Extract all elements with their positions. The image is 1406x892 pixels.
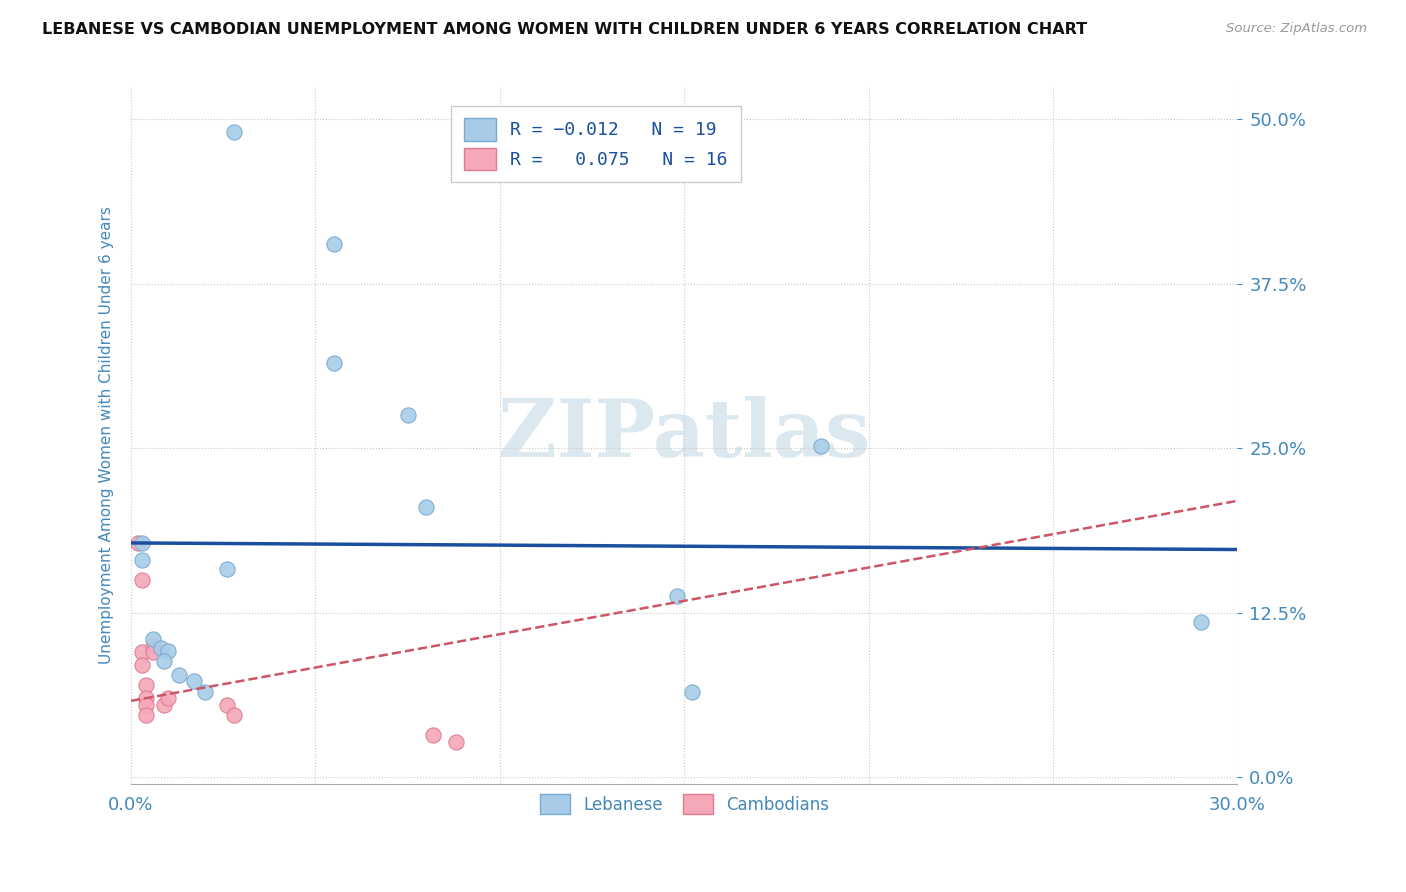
Point [215, 562, 238, 576]
Point [127, 536, 149, 550]
Legend: Lebanese, Cambodians: Lebanese, Cambodians [530, 784, 839, 824]
Point [396, 409, 419, 423]
Point [215, 698, 238, 712]
Point [153, 654, 176, 668]
Y-axis label: Unemployment Among Women with Children Under 6 years: Unemployment Among Women with Children U… [100, 206, 114, 664]
Point [681, 684, 703, 698]
Point [142, 645, 165, 659]
Text: Source: ZipAtlas.com: Source: ZipAtlas.com [1226, 22, 1367, 36]
Point [135, 708, 157, 723]
Point [131, 573, 153, 587]
Text: LEBANESE VS CAMBODIAN UNEMPLOYMENT AMONG WOMEN WITH CHILDREN UNDER 6 YEARS CORRE: LEBANESE VS CAMBODIAN UNEMPLOYMENT AMONG… [42, 22, 1087, 37]
Point [131, 536, 153, 550]
Text: ZIPatlas: ZIPatlas [498, 396, 870, 474]
Point [135, 678, 157, 692]
Point [322, 356, 344, 370]
Point [131, 645, 153, 659]
Point [153, 698, 176, 712]
Point [167, 667, 190, 681]
Point [142, 632, 165, 646]
Point [415, 500, 437, 515]
Point [131, 658, 153, 673]
Point [194, 684, 217, 698]
Point [224, 125, 246, 139]
Point [135, 691, 157, 706]
Point [183, 674, 205, 689]
Point [322, 237, 344, 252]
Point [224, 708, 246, 723]
Point [149, 641, 172, 656]
Point [131, 553, 153, 567]
Point [810, 439, 832, 453]
Point [444, 734, 467, 748]
Point [135, 698, 157, 712]
Point [156, 691, 179, 706]
Point [422, 728, 444, 742]
Point [156, 644, 179, 658]
Point [142, 639, 165, 653]
Point [665, 589, 688, 603]
Point [1189, 615, 1212, 629]
